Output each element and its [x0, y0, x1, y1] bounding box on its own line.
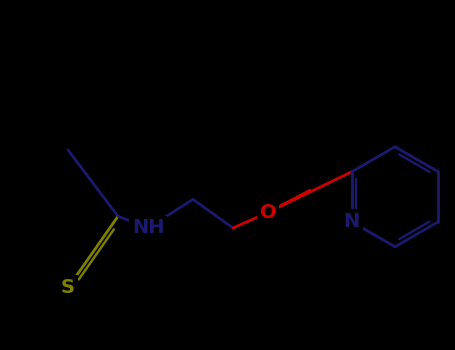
- Text: O: O: [260, 203, 276, 222]
- Text: NH: NH: [132, 218, 164, 238]
- Text: S: S: [61, 278, 75, 297]
- Text: N: N: [344, 212, 360, 231]
